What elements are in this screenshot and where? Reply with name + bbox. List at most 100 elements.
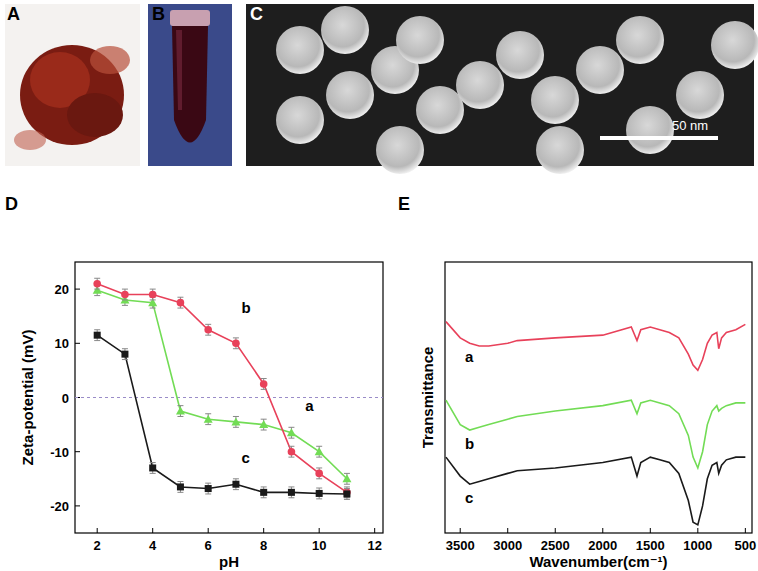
error-bar xyxy=(150,289,156,300)
series-line xyxy=(97,284,347,493)
x-tick-label: 6 xyxy=(205,538,212,553)
nanoparticle xyxy=(396,16,444,64)
tube-highlight xyxy=(176,30,182,110)
plot-area xyxy=(446,322,745,525)
x-tick-label: 2 xyxy=(94,538,101,553)
marker xyxy=(177,299,185,307)
marker xyxy=(177,483,184,490)
marker xyxy=(121,351,128,358)
nanoparticle xyxy=(676,71,724,119)
marker xyxy=(205,485,212,492)
x-tick xyxy=(697,528,698,533)
marker xyxy=(343,490,350,497)
nanoparticle xyxy=(456,61,504,109)
x-axis-label: Wavenumber(cm⁻¹) xyxy=(529,553,667,570)
nanoparticle xyxy=(711,21,758,69)
marker xyxy=(288,448,296,456)
series-label: c xyxy=(465,489,473,506)
series-line xyxy=(97,290,347,479)
plot-area xyxy=(75,278,383,499)
x-tick xyxy=(745,528,746,533)
error-bar xyxy=(288,446,294,457)
y-tick-label: -20 xyxy=(50,499,69,514)
figure: 50 nmABCDE24681012-20-1001020abcpHZeta-p… xyxy=(0,0,758,571)
powder xyxy=(90,46,130,74)
scale-bar xyxy=(600,136,718,140)
series-line xyxy=(97,335,347,494)
error-bar xyxy=(122,289,128,300)
error-bar xyxy=(261,379,267,390)
x-tick-label: 500 xyxy=(734,538,756,553)
marker xyxy=(288,489,295,496)
marker xyxy=(315,470,323,478)
x-tick-label: 12 xyxy=(367,538,381,553)
powder xyxy=(14,130,46,150)
y-axis-label: Transmittance xyxy=(419,347,436,449)
marker xyxy=(232,340,240,348)
marker xyxy=(315,447,324,455)
y-tick xyxy=(75,451,80,452)
error-bar xyxy=(288,487,294,498)
series-label: c xyxy=(241,449,249,466)
nanoparticle xyxy=(616,16,664,64)
series-label: a xyxy=(305,397,314,414)
series-label: b xyxy=(465,435,474,452)
error-bar xyxy=(316,468,322,479)
y-tick-label: -10 xyxy=(50,445,69,460)
x-tick xyxy=(263,528,264,533)
marker xyxy=(94,332,101,339)
error-bar xyxy=(94,330,100,341)
x-tick xyxy=(602,528,603,533)
error-bar xyxy=(205,483,211,494)
error-bar xyxy=(177,482,183,493)
panel-label: B xyxy=(152,4,165,24)
marker xyxy=(259,420,268,428)
x-tick-label: 3000 xyxy=(493,538,522,553)
error-bar xyxy=(177,297,183,308)
x-tick-label: 2000 xyxy=(588,538,617,553)
y-tick xyxy=(75,505,80,506)
x-tick-label: 3500 xyxy=(446,538,475,553)
y-tick xyxy=(75,289,80,290)
photo-b-bg xyxy=(148,4,232,166)
nanoparticle xyxy=(376,126,424,174)
nanoparticle xyxy=(321,6,369,54)
nanoparticle xyxy=(276,96,324,144)
x-tick xyxy=(97,528,98,533)
x-tick xyxy=(507,528,508,533)
x-tick-label: 8 xyxy=(260,538,267,553)
plot-frame xyxy=(445,262,752,533)
marker xyxy=(231,417,240,425)
nanoparticle xyxy=(416,86,464,134)
x-tick-label: 1000 xyxy=(683,538,712,553)
error-bar xyxy=(233,479,239,490)
powder xyxy=(67,93,123,137)
marker xyxy=(342,474,351,482)
nanoparticle xyxy=(276,26,324,74)
x-tick xyxy=(319,528,320,533)
series-line xyxy=(446,322,745,371)
nanoparticle xyxy=(496,31,544,79)
x-tick-label: 4 xyxy=(149,538,157,553)
series-label: a xyxy=(465,348,474,365)
panel-label: C xyxy=(250,4,263,24)
panel-label: E xyxy=(398,194,410,214)
nanoparticle xyxy=(626,106,674,154)
error-bar xyxy=(344,489,350,500)
tube xyxy=(172,26,208,143)
scale-bar-label: 50 nm xyxy=(672,118,708,133)
error-bar xyxy=(94,278,100,289)
error-bar xyxy=(205,324,211,335)
marker xyxy=(176,407,185,415)
error-bar xyxy=(122,349,128,360)
photo-a-bg xyxy=(5,4,140,166)
marker xyxy=(149,291,157,299)
error-bar xyxy=(261,487,267,498)
marker xyxy=(260,489,267,496)
sem-image xyxy=(246,4,754,166)
series-line xyxy=(446,457,745,525)
y-tick xyxy=(75,343,80,344)
marker xyxy=(287,428,296,436)
marker xyxy=(204,326,212,334)
x-tick xyxy=(555,528,556,533)
